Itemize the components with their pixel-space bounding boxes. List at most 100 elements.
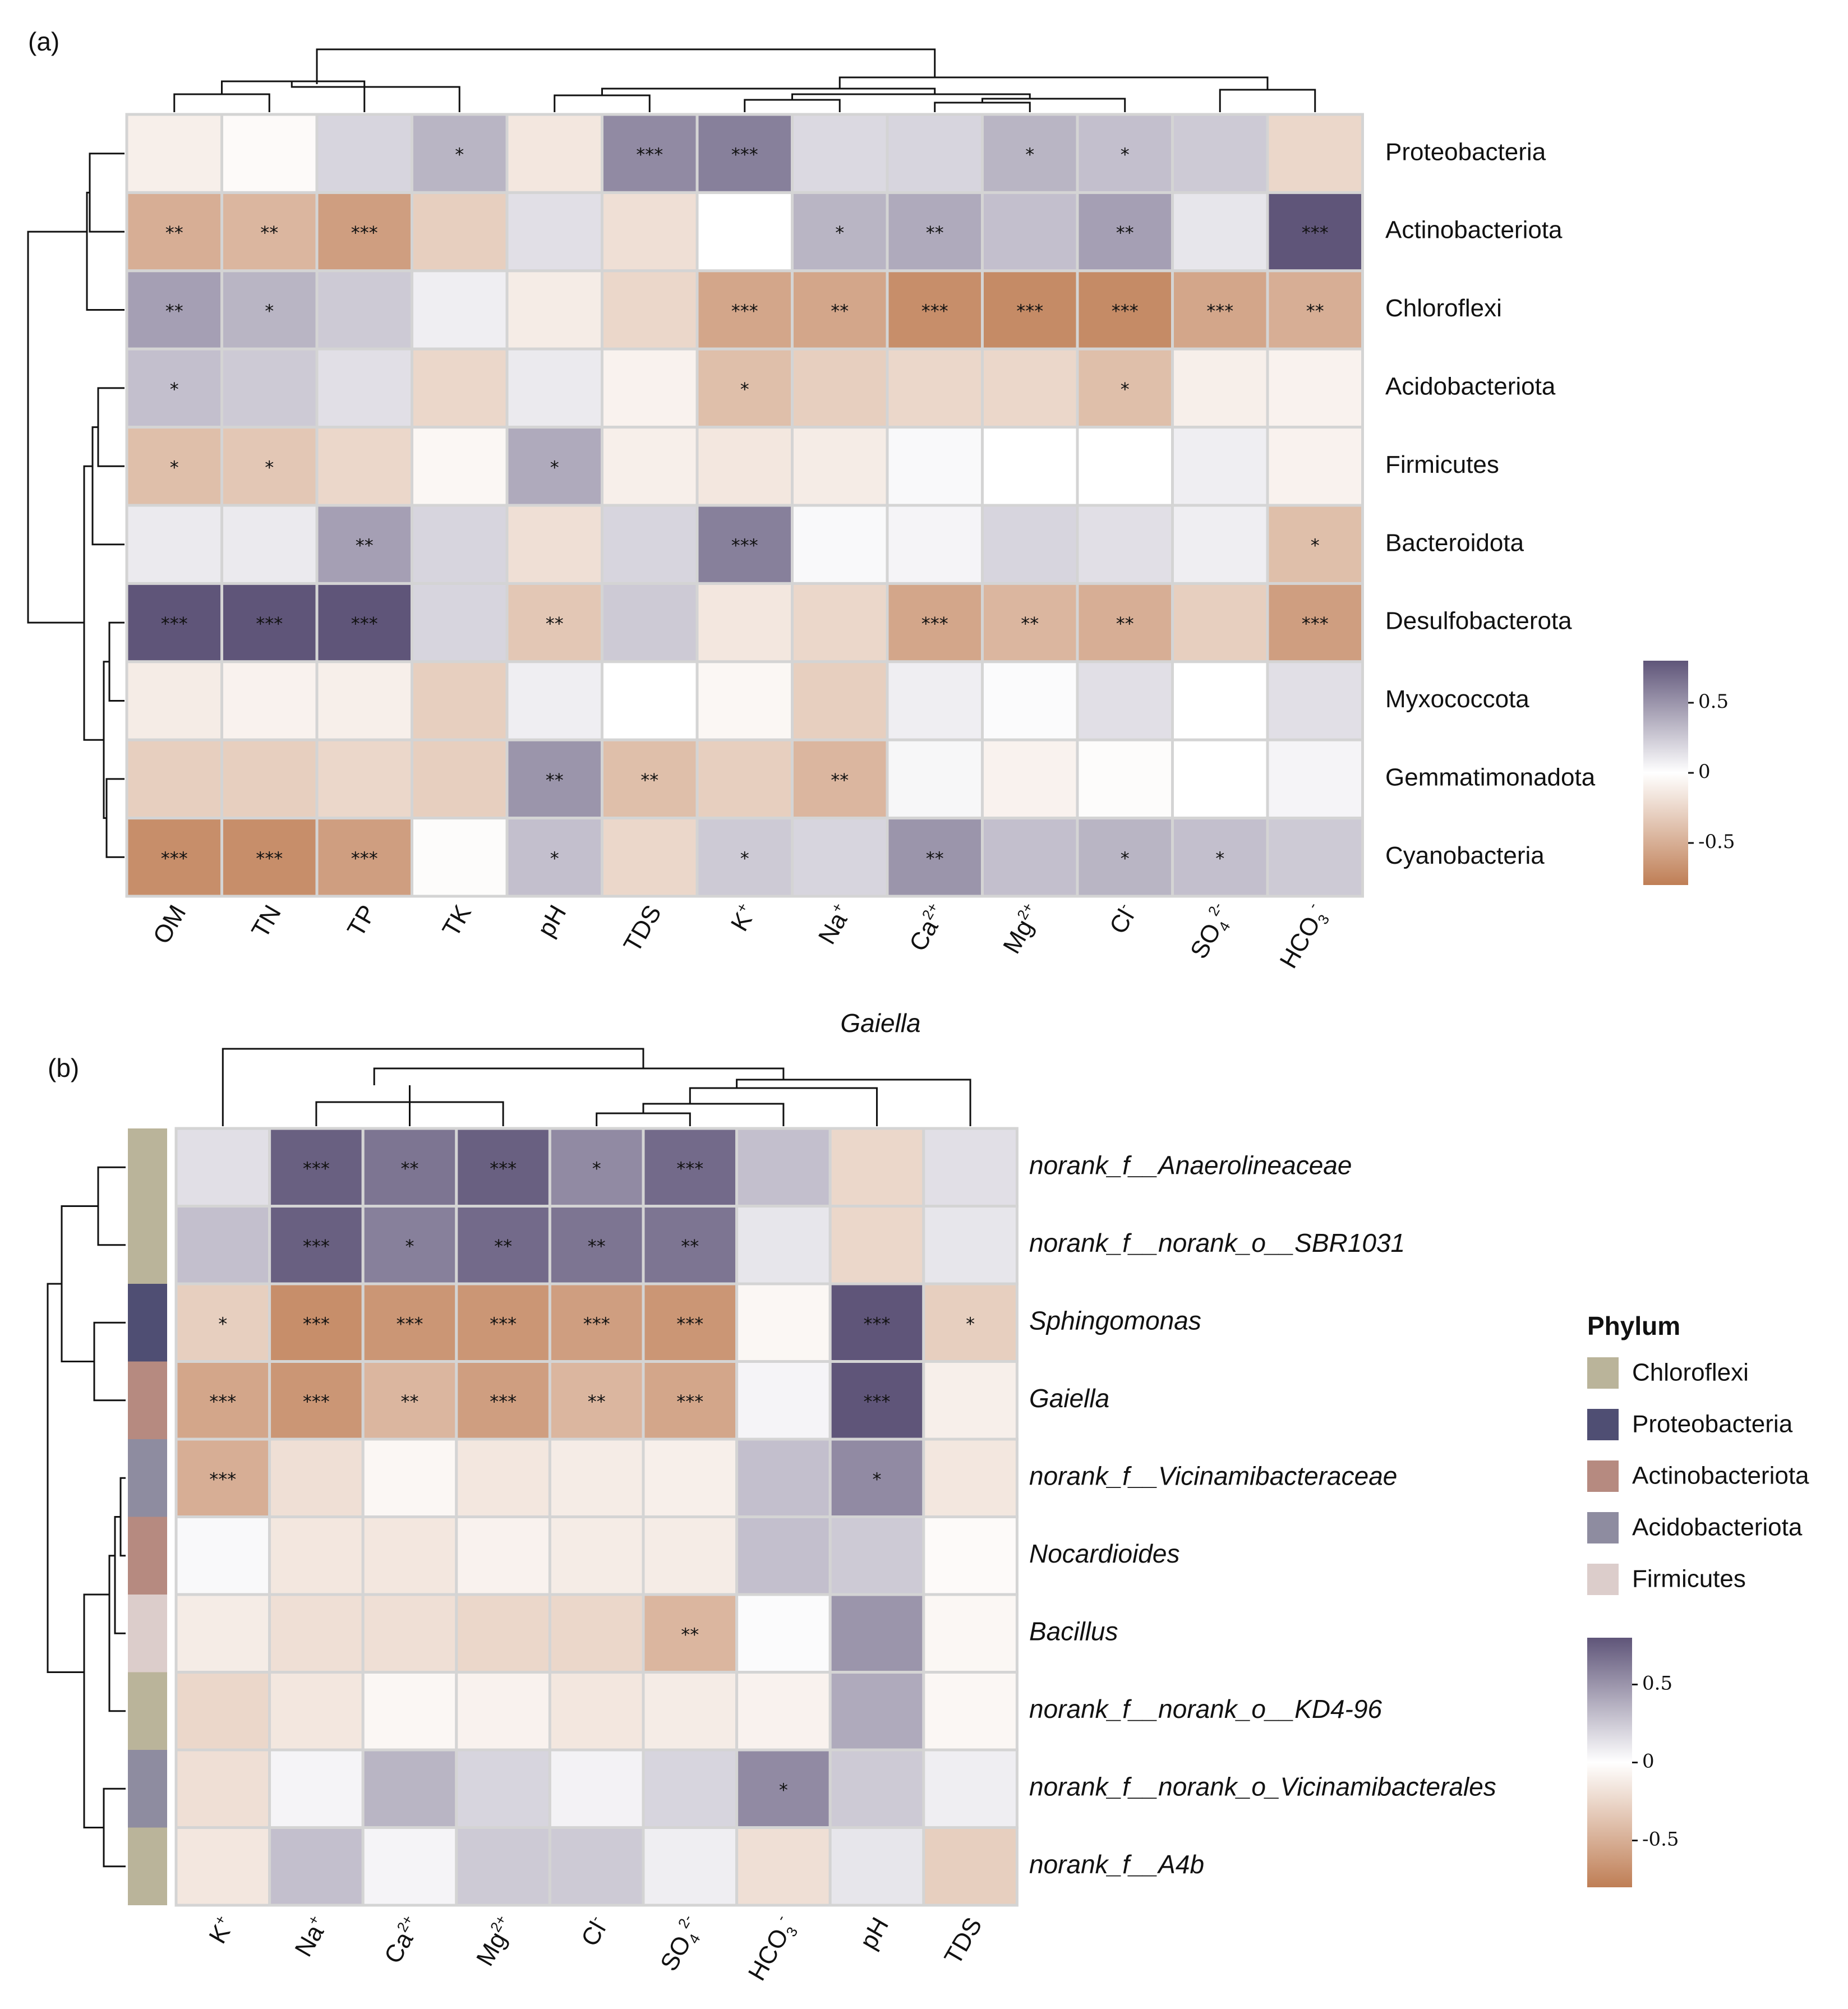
cell-b-r1-c5 bbox=[642, 1205, 739, 1285]
cell-b-r8-c2 bbox=[361, 1748, 458, 1829]
panel-b-label: (b) bbox=[48, 1053, 79, 1082]
sig-a-r1-c0: ** bbox=[165, 222, 183, 243]
a-col-label-3: TK bbox=[437, 901, 477, 942]
b-col-label-1: Na+ bbox=[288, 1912, 334, 1961]
colorbar-a: 0.5 0 -0.5 bbox=[1643, 661, 1735, 885]
cell-a-r7-c3 bbox=[411, 660, 509, 741]
cell-a-r5-c11 bbox=[1171, 504, 1269, 585]
sig-b-r0-c4: * bbox=[592, 1158, 601, 1179]
cell-a-r2-c5 bbox=[601, 269, 699, 351]
cell-b-r5-c8 bbox=[922, 1515, 1019, 1596]
cell-b-r0-c7 bbox=[828, 1127, 925, 1208]
cell-a-r9-c7 bbox=[791, 817, 889, 898]
cell-a-r4-c9 bbox=[981, 426, 1079, 507]
row-dendro-b-branch-2 bbox=[61, 1205, 98, 1362]
cell-a-r8-c8 bbox=[886, 738, 984, 820]
phylum-strip-cell-8 bbox=[128, 1750, 167, 1828]
cell-a-r2-c1 bbox=[220, 269, 319, 351]
sig-a-r9-c11: * bbox=[1215, 847, 1224, 869]
sig-a-r1-c8: ** bbox=[926, 222, 944, 243]
a-col-label-2: TP bbox=[342, 901, 382, 942]
cell-b-r5-c7 bbox=[828, 1515, 925, 1596]
row-label-a-5: Bacteroidota bbox=[1385, 529, 1524, 556]
cell-a-r0-c1 bbox=[220, 113, 319, 194]
cell-a-r1-c5 bbox=[601, 191, 699, 273]
row-label-b-1: norank_f__norank_o__SBR1031 bbox=[1029, 1228, 1405, 1257]
phylum-strip-cell-6 bbox=[128, 1595, 167, 1672]
sig-b-r1-c3: ** bbox=[494, 1236, 512, 1257]
legend-entry-4: Firmicutes bbox=[1632, 1565, 1746, 1593]
sig-a-r6-c12: *** bbox=[1302, 613, 1329, 634]
cell-b-r1-c6 bbox=[735, 1205, 832, 1285]
cell-a-r9-c4 bbox=[505, 817, 603, 898]
phylum-strip-cell-0 bbox=[128, 1128, 167, 1206]
sig-b-r3-c5: *** bbox=[676, 1391, 703, 1412]
cell-b-r6-c1 bbox=[268, 1593, 365, 1674]
cell-a-r9-c0 bbox=[125, 817, 223, 898]
cell-b-r4-c2 bbox=[361, 1437, 458, 1518]
legend-entry-1: Proteobacteria bbox=[1632, 1411, 1793, 1438]
cell-a-r9-c11 bbox=[1171, 817, 1269, 898]
cell-b-r6-c6 bbox=[735, 1593, 832, 1674]
row-label-b-3: Gaiella bbox=[1029, 1384, 1109, 1413]
col-dendro-b-branch-3 bbox=[642, 1103, 785, 1126]
phylum-strip-cell-4 bbox=[128, 1439, 167, 1517]
sig-a-r2-c12: ** bbox=[1306, 301, 1324, 322]
cell-b-r6-c4 bbox=[548, 1593, 645, 1674]
heatmap-cells-b: *** ** *** * ****** * ** ** *** *** *** *** *** *** **… bbox=[174, 1127, 1019, 1907]
sig-a-r0-c6: *** bbox=[731, 144, 758, 165]
cell-b-r3-c2 bbox=[361, 1360, 458, 1441]
row-label-b-4: norank_f__Vicinamibacteraceae bbox=[1029, 1461, 1397, 1490]
cell-a-r3-c7 bbox=[791, 347, 889, 429]
cell-a-r3-c4 bbox=[505, 347, 603, 429]
cell-b-r2-c0 bbox=[174, 1282, 271, 1363]
cell-a-r3-c12 bbox=[1266, 347, 1364, 429]
cell-b-r9-c6 bbox=[735, 1826, 832, 1907]
cell-b-r5-c6 bbox=[735, 1515, 832, 1596]
a-col-label-11: SO42- bbox=[1183, 899, 1241, 965]
cell-b-r6-c2 bbox=[361, 1593, 458, 1674]
cell-a-r6-c11 bbox=[1171, 582, 1269, 663]
sig-a-r9-c1: *** bbox=[256, 847, 283, 869]
a-col-label-1: TN bbox=[246, 901, 287, 943]
cell-a-r1-c1 bbox=[220, 191, 319, 273]
sig-b-r3-c7: *** bbox=[864, 1391, 891, 1412]
sig-a-r6-c0: *** bbox=[161, 613, 188, 634]
cell-a-r5-c0 bbox=[125, 504, 223, 585]
cell-a-r8-c2 bbox=[315, 738, 413, 820]
cell-b-r9-c2 bbox=[361, 1826, 458, 1907]
cell-b-r6-c0 bbox=[174, 1593, 271, 1674]
cell-a-r1-c9 bbox=[981, 191, 1079, 273]
col-dendro-a-branch-0 bbox=[173, 93, 270, 112]
sig-a-r2-c9: *** bbox=[1016, 301, 1043, 322]
cell-a-r7-c5 bbox=[601, 660, 699, 741]
cell-a-r7-c1 bbox=[220, 660, 319, 741]
cell-a-r3-c8 bbox=[886, 347, 984, 429]
sig-b-r0-c5: *** bbox=[676, 1158, 703, 1179]
sig-a-r2-c11: *** bbox=[1206, 301, 1233, 322]
cell-a-r8-c11 bbox=[1171, 738, 1269, 820]
cell-b-r2-c6 bbox=[735, 1282, 832, 1363]
a-col-label-10: Cl- bbox=[1103, 900, 1142, 939]
sig-b-r1-c1: *** bbox=[303, 1236, 330, 1257]
cell-a-r8-c1 bbox=[220, 738, 319, 820]
sig-a-r5-c2: ** bbox=[356, 535, 374, 556]
cell-a-r5-c7 bbox=[791, 504, 889, 585]
cell-b-r2-c1 bbox=[268, 1282, 365, 1363]
row-label-a-7: Myxococcota bbox=[1385, 685, 1529, 713]
cell-a-r7-c10 bbox=[1076, 660, 1174, 741]
b-col-label-7: pH bbox=[855, 1913, 895, 1954]
cell-a-r1-c8 bbox=[886, 191, 984, 273]
cell-a-r9-c5 bbox=[601, 817, 699, 898]
cell-a-r1-c6 bbox=[695, 191, 794, 273]
cell-a-r8-c7 bbox=[791, 738, 889, 820]
cell-b-r4-c1 bbox=[268, 1437, 365, 1518]
cell-a-r6-c10 bbox=[1076, 582, 1174, 663]
cell-a-r0-c7 bbox=[791, 113, 889, 194]
cell-b-r0-c2 bbox=[361, 1127, 458, 1208]
cell-a-r4-c11 bbox=[1171, 426, 1269, 507]
cell-a-r8-c0 bbox=[125, 738, 223, 820]
sig-a-r9-c2: *** bbox=[351, 847, 378, 869]
sig-a-r6-c9: ** bbox=[1021, 613, 1039, 634]
a-col-label-12: HCO3- bbox=[1272, 899, 1335, 975]
